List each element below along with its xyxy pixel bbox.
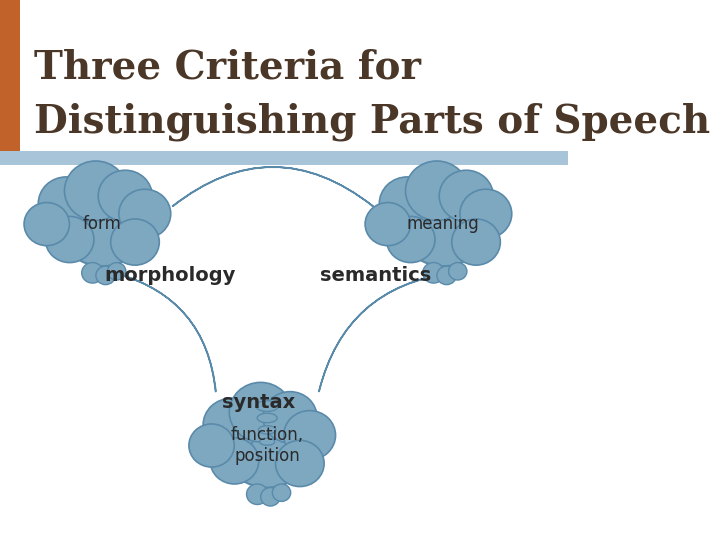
Ellipse shape	[257, 413, 277, 423]
Ellipse shape	[256, 401, 279, 411]
Text: Distinguishing Parts of Speech: Distinguishing Parts of Speech	[34, 102, 710, 141]
Ellipse shape	[260, 438, 274, 446]
Circle shape	[96, 266, 115, 285]
Text: syntax: syntax	[222, 393, 295, 412]
Bar	[0, 0, 20, 151]
Circle shape	[65, 161, 127, 220]
Circle shape	[210, 438, 258, 484]
Bar	[0, 151, 568, 165]
Circle shape	[449, 262, 467, 280]
Circle shape	[263, 392, 317, 443]
FancyArrowPatch shape	[117, 273, 216, 392]
Circle shape	[203, 399, 259, 451]
Text: form: form	[83, 215, 122, 233]
Circle shape	[365, 202, 410, 246]
Text: meaning: meaning	[407, 215, 480, 233]
Text: semantics: semantics	[320, 266, 431, 285]
Text: morphology: morphology	[105, 266, 236, 285]
Circle shape	[98, 170, 152, 221]
Circle shape	[111, 219, 159, 265]
Circle shape	[460, 189, 512, 239]
Circle shape	[119, 189, 171, 239]
Circle shape	[189, 424, 234, 467]
Ellipse shape	[258, 426, 276, 434]
Circle shape	[379, 177, 436, 230]
Circle shape	[81, 262, 103, 283]
Circle shape	[276, 441, 324, 487]
Circle shape	[387, 217, 435, 262]
Circle shape	[229, 382, 292, 442]
Circle shape	[24, 202, 69, 246]
Circle shape	[58, 182, 147, 266]
Circle shape	[272, 484, 291, 502]
Circle shape	[439, 170, 493, 221]
Circle shape	[246, 484, 268, 504]
Text: function,
position: function, position	[230, 426, 304, 465]
Circle shape	[38, 177, 94, 230]
Circle shape	[405, 161, 468, 220]
Circle shape	[261, 488, 280, 506]
Circle shape	[437, 266, 456, 285]
Circle shape	[107, 262, 126, 280]
Circle shape	[284, 410, 336, 460]
Text: Three Criteria for: Three Criteria for	[34, 49, 421, 86]
FancyArrowPatch shape	[319, 273, 452, 392]
Circle shape	[223, 403, 312, 488]
Circle shape	[399, 182, 487, 266]
Circle shape	[423, 262, 444, 283]
FancyArrowPatch shape	[173, 167, 373, 206]
Circle shape	[45, 217, 94, 262]
Circle shape	[451, 219, 500, 265]
